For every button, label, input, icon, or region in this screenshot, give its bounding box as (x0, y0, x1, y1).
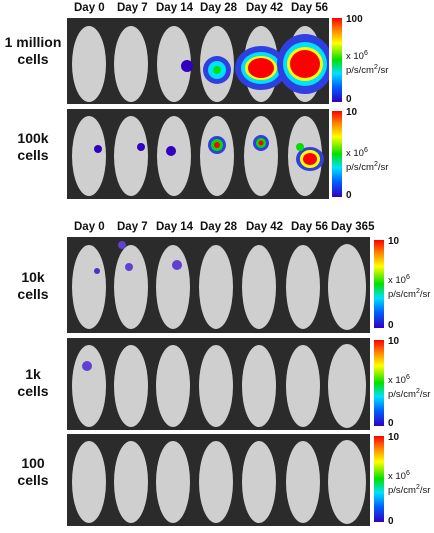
unit-square: 2 (373, 161, 378, 169)
top-day-label: Day 42 (246, 2, 284, 14)
unit-flux: p/s/cm (346, 162, 374, 174)
color-scale-1k: 10 x 106 p/s/cm2/sr 0 (374, 336, 434, 432)
mouse-image-strip-1-million (67, 18, 329, 104)
unit-solid-angle: /sr (419, 485, 431, 497)
unit-square: 2 (373, 64, 378, 72)
unit-exponent: 6 (405, 470, 410, 477)
unit-solid-angle: /sr (377, 65, 389, 77)
mouse-image-1k (72, 344, 366, 428)
scale-min-label: 0 (346, 190, 352, 201)
top-day-label: Day 7 (117, 2, 148, 14)
scale-min-label: 0 (388, 516, 394, 527)
color-scale-bar (374, 340, 384, 426)
row-label-line1: 1k (25, 366, 41, 382)
unit-multiplier: x 10 (388, 471, 406, 483)
unit-flux: p/s/cm (388, 485, 416, 497)
scale-unit: x 106 p/s/cm2/sr (346, 48, 388, 76)
color-scale-bar (332, 18, 342, 102)
scale-max-label: 10 (388, 336, 400, 347)
mouse-image-1-million (72, 26, 329, 102)
bottom-day-label: Day 42 (246, 221, 284, 233)
top-day-label: Day 56 (291, 2, 329, 14)
unit-exponent: 6 (405, 274, 410, 281)
row-label-10k: 10k cells (0, 269, 66, 303)
scale-min-label: 0 (388, 418, 394, 429)
row-label-100k: 100k cells (0, 130, 66, 164)
bottom-day-label: Day 365 (331, 221, 375, 233)
row-label-line2: cells (17, 286, 49, 302)
color-scale-1-million: 100 x 106 p/s/cm2/sr 0 (332, 14, 432, 105)
row-label-line2: cells (17, 51, 49, 67)
scale-min-label: 0 (346, 94, 352, 105)
mouse-image-strip-1k (67, 338, 370, 430)
row-label-line1: 10k (21, 269, 45, 285)
unit-square: 2 (415, 388, 420, 396)
color-scale-10k: 10 x 106 p/s/cm2/sr 0 (374, 236, 434, 334)
unit-solid-angle: /sr (377, 162, 389, 174)
mouse-image-10k (72, 241, 366, 330)
mouse-image-strip-10k (67, 237, 370, 333)
unit-exponent: 6 (405, 374, 410, 381)
bottom-day-label: Day 7 (117, 221, 148, 233)
scale-unit: x 106 p/s/cm2/sr (388, 468, 430, 496)
scale-unit: x 106 p/s/cm2/sr (388, 372, 430, 400)
unit-exponent: 6 (363, 147, 368, 154)
row-label-line2: cells (17, 147, 49, 163)
scale-unit: x 106 p/s/cm2/sr (388, 272, 430, 300)
mouse-image-100 (72, 440, 366, 524)
scale-max-label: 100 (346, 14, 363, 25)
scale-max-label: 10 (346, 107, 358, 118)
unit-multiplier: x 10 (346, 51, 364, 63)
row-label-1k: 1k cells (0, 366, 66, 400)
mouse-image-strip-100k (67, 109, 329, 199)
scale-max-label: 10 (388, 236, 400, 247)
row-label-line2: cells (17, 472, 49, 488)
row-label-line1: 100 (21, 455, 45, 471)
unit-multiplier: x 10 (388, 275, 406, 287)
bioluminescence-signal (94, 135, 324, 171)
row-label-100: 100 cells (0, 455, 66, 489)
mouse-image-100k (72, 116, 324, 196)
scale-min-label: 0 (388, 320, 394, 331)
unit-flux: p/s/cm (388, 389, 416, 401)
color-scale-100: 10 x 106 p/s/cm2/sr 0 (374, 432, 434, 528)
bioluminescence-signal (82, 361, 92, 371)
bottom-day-label: Day 28 (200, 221, 238, 233)
color-scale-bar (374, 240, 384, 328)
color-scale-bar (332, 111, 342, 197)
bioluminescence-signal (181, 34, 329, 94)
unit-exponent: 6 (363, 50, 368, 57)
bottom-day-label: Day 14 (156, 221, 194, 233)
scale-unit: x 106 p/s/cm2/sr (346, 145, 388, 173)
unit-solid-angle: /sr (419, 289, 431, 301)
bioluminescence-signal (94, 241, 182, 274)
color-scale-bar (374, 436, 384, 522)
row-label-line2: cells (17, 383, 49, 399)
unit-square: 2 (415, 484, 420, 492)
top-day-label: Day 0 (74, 2, 105, 14)
row-label-line1: 1 million (4, 34, 62, 50)
unit-solid-angle: /sr (419, 389, 431, 401)
top-day-label: Day 14 (156, 2, 194, 14)
unit-multiplier: x 10 (346, 148, 364, 160)
unit-flux: p/s/cm (346, 65, 374, 77)
top-day-label: Day 28 (200, 2, 238, 14)
row-label-line1: 100k (17, 130, 49, 146)
row-label-1-million: 1 million cells (0, 34, 66, 68)
unit-square: 2 (415, 288, 420, 296)
color-scale-100k: 10 x 106 p/s/cm2/sr 0 (332, 107, 432, 201)
mouse-image-strip-100 (67, 434, 370, 526)
unit-multiplier: x 10 (388, 375, 406, 387)
scale-max-label: 10 (388, 432, 400, 443)
bottom-day-label: Day 56 (291, 221, 329, 233)
unit-flux: p/s/cm (388, 289, 416, 301)
bottom-day-label: Day 0 (74, 221, 105, 233)
